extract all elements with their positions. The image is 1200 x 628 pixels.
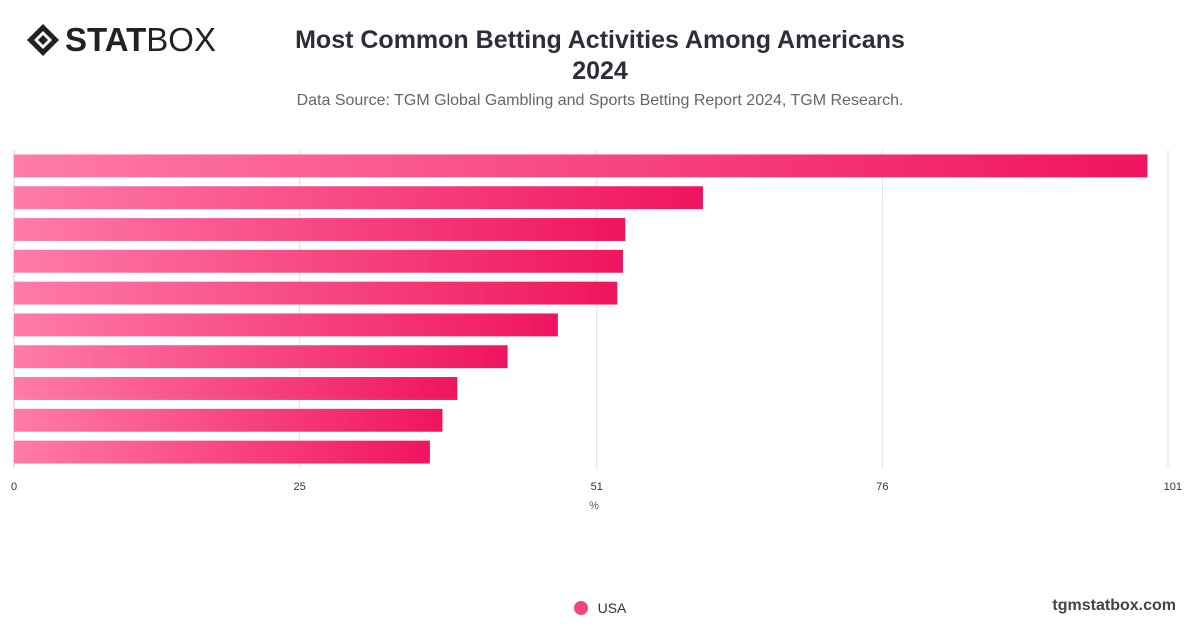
bar[interactable] [14,313,558,337]
bar[interactable] [14,440,430,464]
bar[interactable] [14,345,508,369]
chart-title: Most Common Betting Activities Among Ame… [295,26,905,54]
x-axis-ticks: 0 25 51 76 101 [11,481,1182,493]
chart-legend[interactable]: USA [0,600,1200,616]
bar[interactable] [14,154,1148,178]
legend-label-usa: USA [597,600,627,616]
logo-wordmark: STATBOX [65,22,216,58]
x-tick-label: 0 [11,481,17,493]
x-tick-label: 25 [294,481,306,493]
bar[interactable] [14,218,626,241]
bar[interactable] [14,249,623,273]
chart-subtitle: Data Source: TGM Global Gambling and Spo… [296,92,904,109]
brand-url: tgmstatbox.com [1052,597,1176,614]
logo-light-text: BOX [146,21,216,58]
logo-bold-text: STAT [65,21,147,58]
bar[interactable] [14,408,443,432]
x-tick-label: 101 [1164,481,1182,493]
statbox-logo: STATBOX [25,22,216,58]
bar-series [14,154,1148,464]
bar[interactable] [14,186,703,210]
chart-title-year: 2024 [572,57,628,85]
x-tick-label: 51 [591,481,603,493]
bar[interactable] [14,281,618,305]
x-tick-label: 76 [876,481,888,493]
bar[interactable] [14,377,458,400]
legend-swatch [573,601,588,615]
statbox-diamond-icon [27,24,59,56]
x-axis-label: % [589,500,599,512]
